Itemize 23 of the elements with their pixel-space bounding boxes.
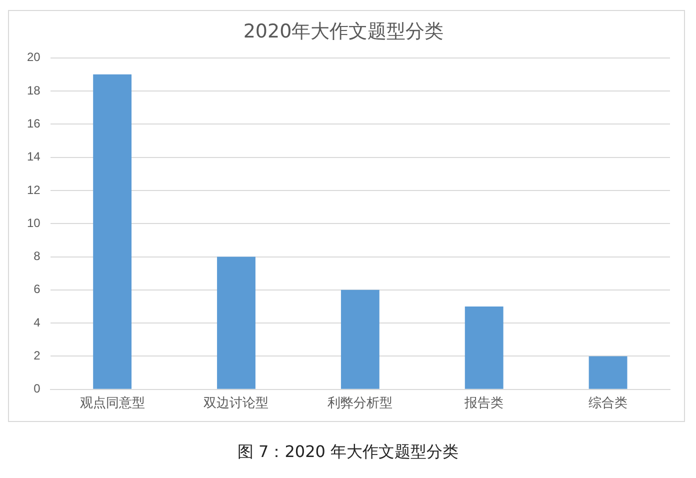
x-tick-label: 双边讨论型 (204, 394, 269, 410)
y-tick-label: 16 (26, 116, 41, 130)
y-tick-label: 2 (34, 348, 41, 363)
bar (464, 306, 504, 389)
chart-title: 2020年大作文题型分类 (243, 20, 444, 42)
y-tick-label: 8 (34, 249, 41, 264)
y-tick-label: 14 (26, 150, 41, 164)
y-tick-label: 20 (26, 50, 41, 64)
x-tick-label: 综合类 (588, 394, 628, 410)
y-tick-label: 4 (34, 315, 41, 330)
caption: 图 7：2020 年大作文题型分类 (236, 442, 460, 463)
y-tick-label: 6 (34, 282, 41, 296)
bar (340, 290, 380, 389)
y-tick-label: 10 (26, 216, 41, 230)
bar (217, 256, 256, 389)
x-tick-label: 利弊分析型 (328, 394, 393, 410)
x-tick-label: 观点同意型 (80, 394, 145, 410)
x-tick-label: 报告类 (464, 394, 504, 410)
y-tick-label: 12 (26, 182, 41, 197)
y-tick-label: 18 (26, 83, 41, 98)
bar (93, 74, 132, 389)
y-tick-label: 0 (34, 382, 41, 396)
bar (588, 356, 628, 389)
